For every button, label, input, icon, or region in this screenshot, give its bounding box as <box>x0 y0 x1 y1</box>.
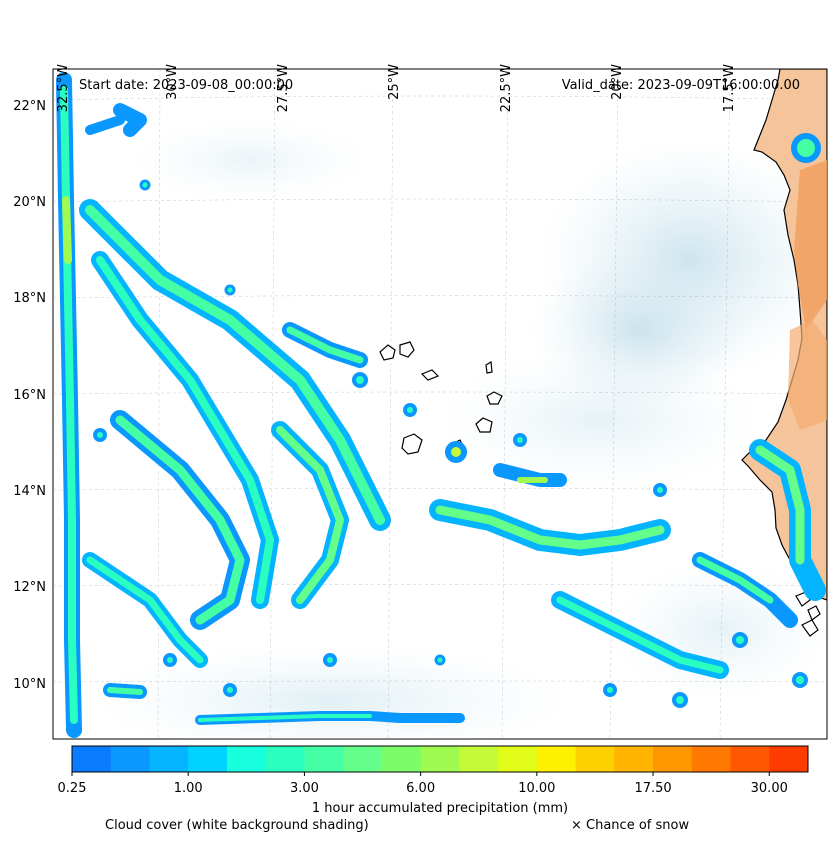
colorbar-segment <box>265 746 305 772</box>
longitude-labels: 32.5°W 30°W 27.5°W 25°W 22.5°W 20°W 17.5°W <box>56 64 737 112</box>
colorbar-tick-label: 30.00 <box>751 781 788 796</box>
lat-tick-label: 12°N <box>13 580 46 595</box>
colorbar-segment <box>653 746 693 772</box>
lat-tick-label: 18°N <box>13 291 46 306</box>
colorbar-label: 1 hour accumulated precipitation (mm) <box>311 801 569 816</box>
lat-tick-label: 22°N <box>13 99 46 114</box>
graticule <box>53 69 827 739</box>
land-coast-shading <box>788 320 827 430</box>
colorbar-tick-label: 3.00 <box>290 781 319 796</box>
colorbar-segment <box>769 746 809 772</box>
colorbar-segment <box>730 746 770 772</box>
colorbar-ticks: 0.25 1.00 3.00 6.00 10.00 17.50 30.00 <box>58 772 788 796</box>
colorbar-outline <box>71 745 809 773</box>
lon-tick-label: 27.5°W <box>276 64 291 112</box>
lon-tick-label: 17.5°W <box>722 64 737 112</box>
lat-tick-label: 16°N <box>13 388 46 403</box>
lon-tick-label: 32.5°W <box>56 64 71 112</box>
snow-legend: × Chance of snow <box>571 818 690 833</box>
start-date-label: Start date: 2023-09-08_00:00:00 <box>79 78 294 93</box>
colorbar-segment <box>691 746 732 772</box>
colorbar-segment <box>536 746 577 772</box>
colorbar-segment <box>304 746 344 772</box>
lon-tick-label: 30°W <box>165 64 180 100</box>
colorbar-tick-label: 17.50 <box>634 781 671 796</box>
lon-tick-label: 20°W <box>610 64 625 100</box>
precipitation-field <box>56 72 826 738</box>
colorbar <box>71 745 809 773</box>
colorbar-segment <box>149 746 189 772</box>
colorbar-segment <box>226 746 267 772</box>
valid-date-label: Valid_date: 2023-09-09T16:00:00.00 <box>561 78 800 93</box>
colorbar-segment <box>188 746 228 772</box>
colorbar-segment <box>459 746 499 772</box>
colorbar-segment <box>110 746 150 772</box>
colorbar-tick-label: 0.25 <box>58 781 87 796</box>
colorbar-segment <box>420 746 460 772</box>
lon-tick-label: 25°W <box>387 64 402 100</box>
latitude-labels: 22°N 20°N 18°N 16°N 14°N 12°N 10°N <box>13 99 46 692</box>
lat-tick-label: 14°N <box>13 484 46 499</box>
colorbar-tick-label: 6.00 <box>406 781 435 796</box>
cape-verde-islands <box>379 341 821 637</box>
colorbar-segment <box>72 746 112 772</box>
colorbar-segment <box>381 746 422 772</box>
lat-tick-label: 20°N <box>13 195 46 210</box>
colorbar-tick-label: 1.00 <box>174 781 203 796</box>
colorbar-segment <box>614 746 654 772</box>
lon-tick-label: 22.5°W <box>499 64 514 112</box>
colorbar-segment <box>498 746 538 772</box>
land-desert-shading <box>794 160 827 330</box>
colorbar-segment <box>343 746 383 772</box>
colorbar-tick-label: 10.00 <box>518 781 555 796</box>
colorbar-segment <box>575 746 615 772</box>
lat-tick-label: 10°N <box>13 677 46 692</box>
cloud-cover-legend: Cloud cover (white background shading) <box>105 818 369 833</box>
